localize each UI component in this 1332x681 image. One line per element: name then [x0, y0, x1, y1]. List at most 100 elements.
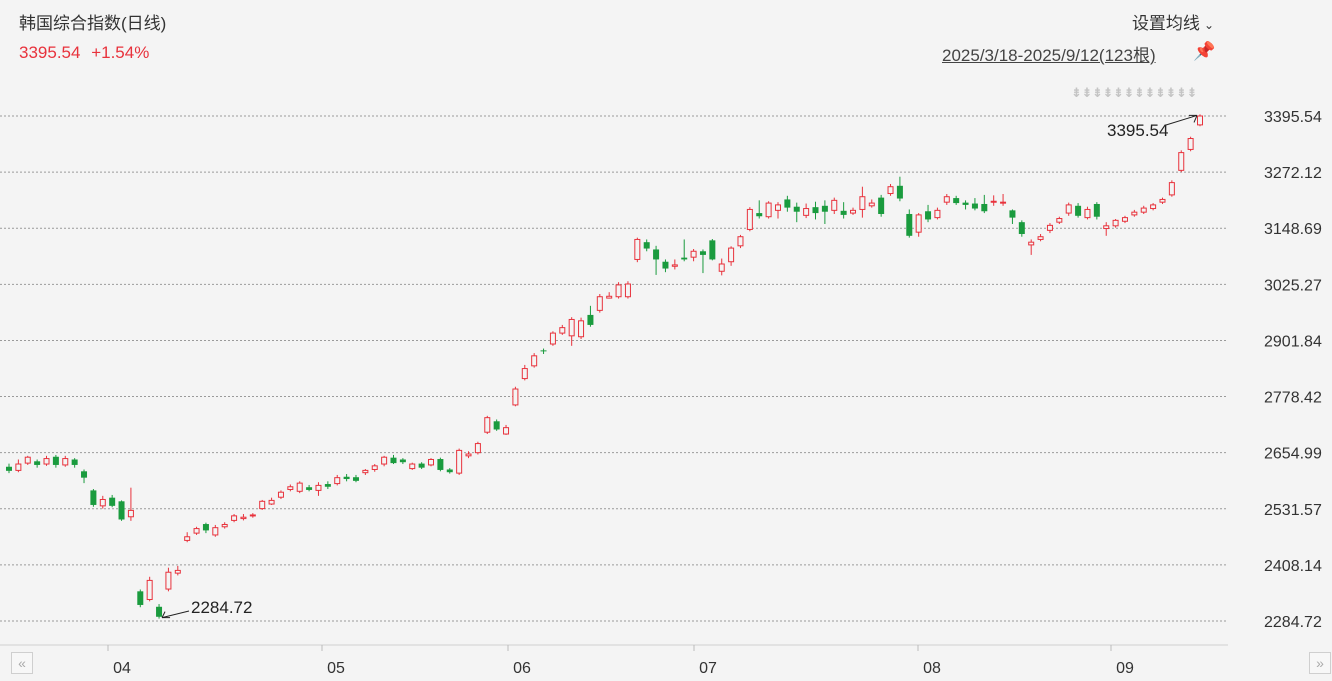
candle[interactable]	[221, 522, 228, 529]
candle[interactable]	[212, 524, 219, 537]
candle[interactable]	[1168, 180, 1175, 197]
candle[interactable]	[1075, 203, 1082, 218]
candle[interactable]	[240, 514, 247, 521]
candle[interactable]	[1178, 150, 1185, 173]
candle[interactable]	[728, 246, 735, 266]
candle[interactable]	[362, 469, 369, 475]
candle[interactable]	[718, 258, 725, 276]
candle[interactable]	[587, 305, 594, 327]
candle[interactable]	[1121, 215, 1128, 224]
candle[interactable]	[653, 245, 660, 275]
candle[interactable]	[493, 419, 500, 431]
candle[interactable]	[231, 514, 238, 523]
candle[interactable]	[306, 484, 313, 492]
candle[interactable]	[793, 202, 800, 223]
candle[interactable]	[896, 176, 903, 202]
candle[interactable]	[784, 195, 791, 212]
candle[interactable]	[418, 462, 425, 470]
candle[interactable]	[671, 259, 678, 270]
candle[interactable]	[1197, 114, 1203, 127]
candle[interactable]	[52, 454, 59, 468]
candle[interactable]	[531, 353, 538, 368]
double-chevron-left-icon[interactable]: «	[11, 652, 33, 674]
candle[interactable]	[990, 195, 997, 206]
candle[interactable]	[709, 238, 716, 261]
candle[interactable]	[1093, 202, 1100, 220]
candle[interactable]	[887, 183, 894, 196]
candle[interactable]	[840, 202, 847, 219]
candle[interactable]	[1028, 239, 1035, 255]
candle[interactable]	[578, 317, 585, 340]
candle[interactable]	[971, 198, 978, 211]
candle[interactable]	[174, 565, 181, 576]
candle[interactable]	[71, 458, 78, 468]
candle[interactable]	[943, 193, 950, 205]
candle[interactable]	[1000, 193, 1007, 206]
candle[interactable]	[146, 576, 153, 602]
candle[interactable]	[118, 500, 125, 521]
candle[interactable]	[137, 589, 144, 608]
candle[interactable]	[1018, 220, 1025, 237]
candle[interactable]	[868, 199, 875, 208]
candle[interactable]	[287, 484, 294, 492]
candle[interactable]	[1037, 233, 1044, 242]
pin-icon[interactable]: 📌	[1193, 41, 1216, 61]
candle[interactable]	[193, 526, 200, 535]
candle[interactable]	[634, 237, 641, 263]
candle[interactable]	[915, 213, 922, 237]
candles-layer[interactable]	[6, 114, 1203, 619]
candle[interactable]	[1140, 205, 1147, 214]
candle[interactable]	[1056, 216, 1063, 224]
candle[interactable]	[202, 522, 209, 534]
candle[interactable]	[324, 481, 331, 490]
candle[interactable]	[934, 207, 941, 220]
candle[interactable]	[803, 203, 810, 219]
candle[interactable]	[99, 495, 106, 509]
candle[interactable]	[399, 458, 406, 465]
candle[interactable]	[24, 455, 31, 465]
candle[interactable]	[296, 481, 303, 494]
candle[interactable]	[615, 282, 622, 299]
candle[interactable]	[156, 604, 163, 619]
candle[interactable]	[596, 294, 603, 313]
candle[interactable]	[474, 441, 481, 455]
candle[interactable]	[456, 448, 463, 475]
candle[interactable]	[15, 459, 22, 473]
candle[interactable]	[381, 455, 388, 467]
candle[interactable]	[484, 415, 491, 435]
candle[interactable]	[521, 364, 528, 381]
candle[interactable]	[437, 457, 444, 472]
candle[interactable]	[315, 482, 322, 496]
candle[interactable]	[812, 201, 819, 220]
candle[interactable]	[1150, 203, 1157, 211]
candle[interactable]	[503, 424, 510, 435]
candle[interactable]	[850, 207, 857, 215]
candle[interactable]	[184, 532, 191, 543]
candle[interactable]	[127, 487, 134, 521]
candle[interactable]	[34, 459, 41, 468]
candle[interactable]	[165, 567, 172, 592]
candle[interactable]	[1131, 209, 1138, 217]
candle[interactable]	[737, 234, 744, 249]
date-range-link[interactable]: 2025/3/18-2025/9/12(123根)	[942, 46, 1156, 65]
candle[interactable]	[549, 331, 556, 346]
candle[interactable]	[43, 455, 50, 466]
candle[interactable]	[699, 249, 706, 274]
candle[interactable]	[624, 281, 631, 299]
candle[interactable]	[981, 194, 988, 214]
candle[interactable]	[962, 200, 969, 210]
candle[interactable]	[371, 464, 378, 472]
candle[interactable]	[1112, 218, 1119, 228]
candle[interactable]	[878, 194, 885, 217]
candle[interactable]	[1103, 222, 1110, 236]
candle[interactable]	[512, 386, 519, 407]
candle[interactable]	[81, 469, 88, 484]
candle[interactable]	[756, 200, 763, 219]
candle[interactable]	[109, 494, 116, 508]
candle[interactable]	[1046, 223, 1053, 234]
candle[interactable]	[1159, 197, 1166, 204]
candle[interactable]	[409, 462, 416, 470]
candle[interactable]	[1009, 209, 1016, 224]
candle[interactable]	[259, 499, 266, 510]
candle[interactable]	[249, 513, 256, 518]
